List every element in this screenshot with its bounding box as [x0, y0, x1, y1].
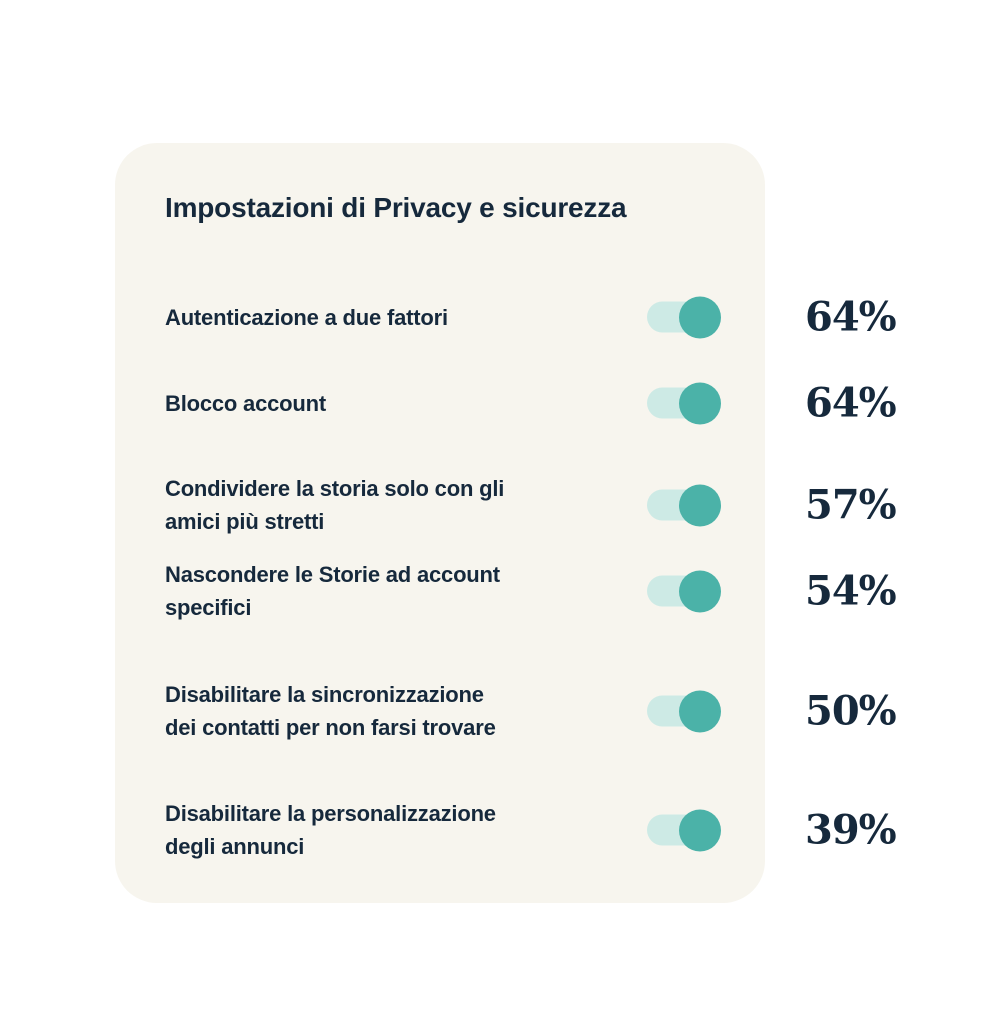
toggle-switch[interactable]: [647, 296, 721, 338]
toggle-switch[interactable]: [647, 690, 721, 732]
percentage-value: 64%: [805, 293, 897, 341]
percentage-value: 57%: [805, 481, 897, 529]
setting-row-close-friends-story: Condividere la storia solo con gli amici…: [165, 472, 905, 538]
percentage-value: 39%: [805, 806, 897, 854]
percentage-value: 64%: [805, 379, 897, 427]
setting-row-hide-stories: Nascondere le Storie ad account specific…: [165, 558, 905, 624]
toggle-knob-icon: [679, 809, 721, 851]
setting-label: Nascondere le Storie ad account specific…: [165, 562, 500, 620]
toggle-switch[interactable]: [647, 382, 721, 424]
setting-row-disable-contact-sync: Disabilitare la sincronizzazione dei con…: [165, 678, 905, 744]
setting-label: Condividere la storia solo con gli amici…: [165, 476, 505, 534]
setting-row-account-lock: Blocco account 64%: [165, 371, 905, 435]
toggle-switch[interactable]: [647, 809, 721, 851]
setting-row-disable-ad-personalization: Disabilitare la personalizzazione degli …: [165, 797, 905, 863]
toggle-switch[interactable]: [647, 570, 721, 612]
card-title: Impostazioni di Privacy e sicurezza: [165, 192, 627, 223]
setting-row-two-factor: Autenticazione a due fattori 64%: [165, 285, 905, 349]
percentage-value: 54%: [805, 567, 897, 615]
setting-label: Disabilitare la sincronizzazione dei con…: [165, 682, 496, 740]
toggle-knob-icon: [679, 382, 721, 424]
setting-label: Blocco account: [165, 390, 327, 416]
percentage-value: 50%: [805, 687, 897, 735]
toggle-knob-icon: [679, 690, 721, 732]
toggle-knob-icon: [679, 296, 721, 338]
setting-label: Autenticazione a due fattori: [165, 304, 448, 330]
toggle-switch[interactable]: [647, 484, 721, 526]
toggle-knob-icon: [679, 484, 721, 526]
toggle-knob-icon: [679, 570, 721, 612]
privacy-settings-card: [115, 143, 765, 903]
setting-label: Disabilitare la personalizzazione degli …: [165, 801, 496, 859]
